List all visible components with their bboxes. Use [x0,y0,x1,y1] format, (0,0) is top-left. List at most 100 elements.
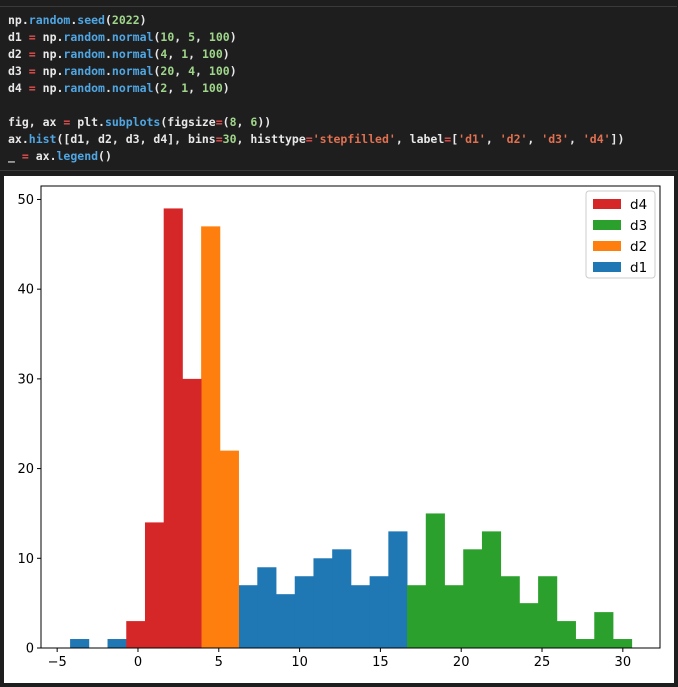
code-token: subplots [104,115,161,129]
code-token: ) [229,64,237,78]
code-token: ([d1, d2, d3, d4], bins [56,132,216,146]
histogram-bar-d1 [276,594,296,648]
code-token: random [63,81,105,95]
code-token: , [188,47,202,61]
code-line: fig, ax = plt.subplots(figsize=(8, 6)) [8,114,677,131]
code-token: , [167,81,182,95]
code-token: ax. [28,149,57,163]
code-token: np. [35,81,64,95]
code-token: = [305,132,313,146]
code-token: = [215,115,223,129]
code-token: 2 [160,81,168,95]
code-token: normal [111,30,154,44]
code-token: . [104,30,112,44]
histogram-chart: −5 0 5 10 15 20 25 30 0 10 20 30 40 50 d4 d3 d2 d1 [17,185,661,670]
code-token: . [104,64,112,78]
code-token: legend [56,149,99,163]
code-token: = [28,64,36,78]
code-token: 4 [188,64,196,78]
code-token: , [195,64,209,78]
code-token: ( [104,13,112,27]
code-token: ( [153,81,161,95]
code-line: np.random.seed(2022) [8,12,677,29]
histogram-bar-d3 [519,603,539,648]
histogram-bar-d1 [70,639,90,648]
y-tick-label: 20 [17,462,34,477]
code-line: d1 = np.random.normal(10, 5, 100) [8,29,677,46]
code-token: 100 [201,81,223,95]
histogram-bar-d3 [425,513,445,648]
code-token: = [28,47,36,61]
histogram-bar-d3 [500,576,520,648]
code-token: 10 [160,30,175,44]
legend-swatch-d4 [593,199,621,209]
code-token: = [63,115,71,129]
code-token: 'd1' [458,132,486,146]
code-token: = [28,81,36,95]
histogram-bar-d1 [313,558,333,648]
x-tick-label: 10 [291,655,308,670]
legend-swatch-d1 [593,262,621,272]
code-token: ) [139,13,147,27]
code-token: ) [229,30,237,44]
histogram-bar-d3 [575,639,595,648]
code-token: random [63,47,105,61]
histogram-bar-d3 [556,621,576,648]
code-token: ) [222,47,230,61]
code-line: d2 = np.random.normal(4, 1, 100) [8,46,677,63]
x-tick-label: 30 [615,655,632,670]
code-token: 30 [222,132,237,146]
code-token: )) [257,115,272,129]
code-token: [ [451,132,459,146]
code-token: , [236,115,251,129]
code-token: d3 [8,64,29,78]
histogram-bar-d2 [201,226,221,648]
code-token: = [215,132,223,146]
x-tick-label: 5 [215,655,223,670]
code-token: , [167,47,182,61]
code-token: np. [35,30,64,44]
code-token: , [174,30,189,44]
code-token: . [21,13,29,27]
y-tick-label: 40 [17,283,34,298]
code-token: 6 [250,115,258,129]
code-token: , [174,64,189,78]
code-token: , histtype [236,132,306,146]
legend-label-d4: d4 [630,197,647,213]
code-token: seed [77,13,105,27]
x-tick-label: −5 [48,655,67,670]
code-token: random [28,13,71,27]
y-tick-label: 30 [17,372,34,387]
code-token: fig, ax [8,115,64,129]
x-tick-label: 0 [134,655,142,670]
code-token: . [104,81,112,95]
code-editor[interactable]: np.random.seed(2022) d1 = np.random.norma… [0,7,677,165]
histogram-bar-d3 [594,612,614,648]
code-token: = [444,132,452,146]
histogram-bar-d3 [407,585,427,648]
code-token: ) [222,81,230,95]
code-token: = [21,149,29,163]
x-tick-label: 15 [372,655,389,670]
histogram-bar-d1 [350,585,371,648]
histogram-bar-d1 [388,531,408,648]
code-token: hist [28,132,57,146]
histogram-bar-d3 [444,585,464,648]
code-token: 20 [160,64,175,78]
histogram-bar-d1 [332,549,352,648]
code-token: d2 [8,47,29,61]
y-tick-label: 10 [17,552,34,567]
code-token: normal [111,47,154,61]
code-cell[interactable]: np.random.seed(2022) d1 = np.random.norma… [0,6,677,171]
code-token: ]) [610,132,625,146]
histogram-bar-d1 [257,567,277,648]
x-tick-label: 20 [453,655,470,670]
histogram-bar-d2 [219,450,239,648]
code-token: plt. [70,115,105,129]
histogram-bar-d1 [238,585,258,648]
code-token: ( [153,64,161,78]
histogram-bar-d3 [612,639,633,648]
histogram-bar-d3 [463,549,483,648]
legend-swatch-d2 [593,241,621,251]
code-token: , [188,81,202,95]
